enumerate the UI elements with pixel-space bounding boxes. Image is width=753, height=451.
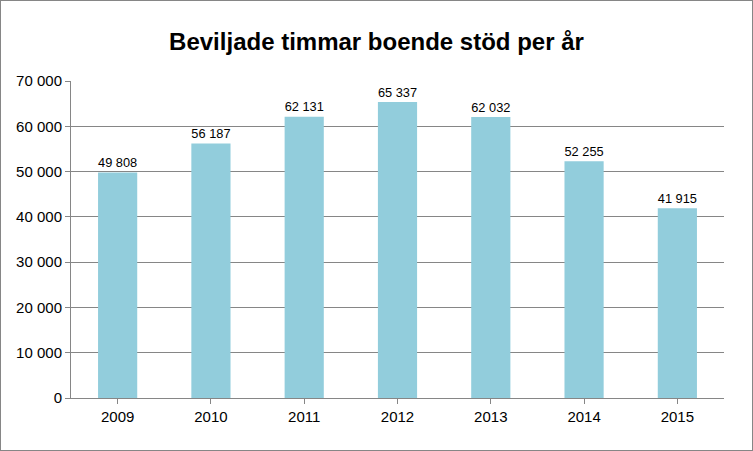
svg-text:50 000: 50 000 (16, 163, 62, 180)
svg-text:60 000: 60 000 (16, 118, 62, 135)
svg-text:20 000: 20 000 (16, 299, 62, 316)
svg-text:62 032: 62 032 (471, 100, 510, 115)
svg-text:49 808: 49 808 (98, 155, 137, 170)
svg-text:10 000: 10 000 (16, 344, 62, 361)
svg-text:30 000: 30 000 (16, 253, 62, 270)
svg-text:0: 0 (54, 389, 62, 406)
svg-text:40 000: 40 000 (16, 208, 62, 225)
svg-text:62 131: 62 131 (285, 99, 324, 114)
svg-text:2014: 2014 (567, 408, 600, 425)
svg-text:Beviljade timmar boende stöd p: Beviljade timmar boende stöd per år (169, 28, 584, 55)
svg-text:2009: 2009 (101, 408, 134, 425)
svg-text:2011: 2011 (288, 408, 320, 425)
svg-text:56 187: 56 187 (191, 126, 230, 141)
svg-text:2013: 2013 (474, 408, 507, 425)
svg-text:70 000: 70 000 (16, 72, 62, 89)
svg-text:52 255: 52 255 (564, 144, 603, 159)
svg-text:2010: 2010 (194, 408, 227, 425)
svg-text:2015: 2015 (661, 408, 694, 425)
svg-text:2012: 2012 (381, 408, 414, 425)
svg-text:41 915: 41 915 (658, 191, 697, 206)
svg-text:65 337: 65 337 (378, 85, 417, 100)
